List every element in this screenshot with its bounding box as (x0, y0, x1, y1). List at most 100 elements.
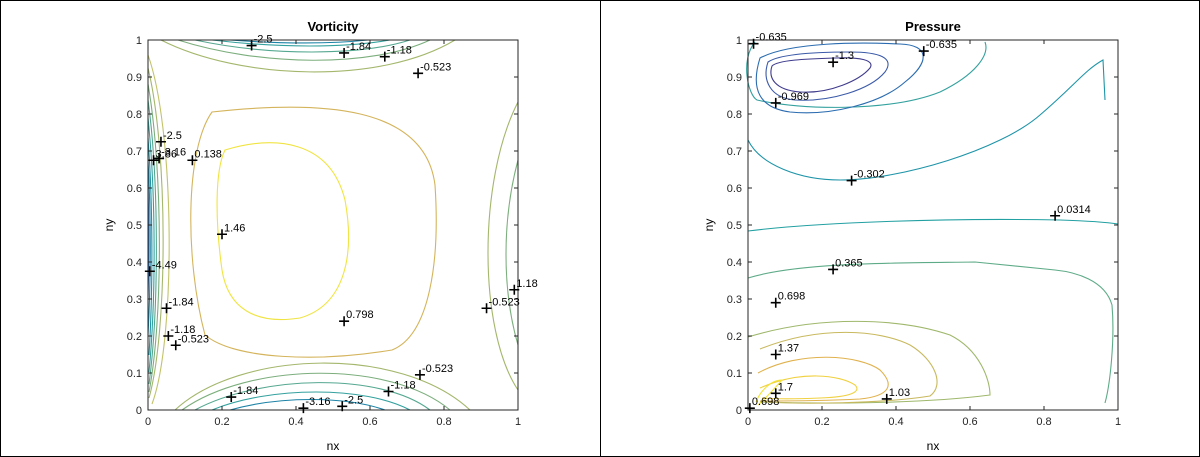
contour-label-marker (770, 97, 781, 108)
contour-label: -0.523 (420, 61, 451, 73)
y-tick-label: 1 (136, 35, 142, 47)
contour-label-marker (881, 393, 892, 404)
contour-label: 3.86 (156, 148, 177, 160)
x-tick-label: 0 (745, 416, 751, 428)
y-tick-label: 0.5 (127, 220, 142, 232)
contour-label-marker (339, 47, 350, 58)
contour-line (147, 99, 157, 385)
contour-label-marker (770, 297, 781, 308)
contour-line (147, 54, 170, 405)
pressure-plot: Pressure 0 0.2 0.4 0.6 0.8 1 0 0.1 0.2 0.3 0.4 0.5 0… (702, 19, 1121, 453)
x-tick-label: 0.2 (814, 416, 829, 428)
y-tick-label: 0.2 (127, 331, 142, 343)
x-tick-label: 0.4 (888, 416, 903, 428)
vorticity-contours (147, 39, 519, 411)
y-tick-label: 0.6 (127, 183, 142, 195)
x-tick-label: 0.4 (288, 416, 303, 428)
vorticity-title: Vorticity (307, 19, 359, 34)
contour-label: -2.5 (254, 34, 273, 46)
contour-label-marker (481, 303, 492, 314)
contour-label-marker (155, 136, 166, 147)
contour-line (194, 382, 431, 411)
y-tick-label: 0 (136, 405, 142, 417)
contour-label-marker (246, 40, 257, 51)
contour-label-marker (379, 51, 390, 62)
pressure-xlabel: nx (927, 439, 940, 453)
contour-label-marker (298, 403, 309, 414)
contour-line (505, 159, 519, 346)
contour-label: 1.7 (778, 381, 793, 393)
y-tick-label: 0.3 (127, 294, 142, 306)
contour-line (190, 106, 437, 358)
contour-line (759, 331, 938, 404)
contour-label: -0.523 (489, 296, 520, 308)
y-tick-label: 0 (736, 405, 742, 417)
contour-line (229, 399, 386, 411)
vorticity-xlabel: nx (327, 439, 340, 453)
contour-label: -1.18 (391, 380, 416, 392)
y-tick-label: 0.9 (727, 72, 742, 84)
contour-label-marker (337, 401, 348, 412)
y-tick-label: 0.4 (127, 257, 142, 269)
contour-label-marker (170, 340, 181, 351)
contour-line (147, 67, 164, 399)
contour-line (181, 372, 451, 411)
contour-label-marker (748, 38, 759, 49)
contour-label-marker (226, 392, 237, 403)
contour-line (147, 137, 153, 356)
contour-label: -0.523 (178, 333, 209, 345)
contour-label: -2.5 (344, 394, 363, 406)
contour-label-marker (828, 264, 839, 275)
contour-label-marker (383, 386, 394, 397)
contour-line (160, 39, 456, 73)
vorticity-plot: Vorticity (102, 19, 538, 453)
contour-line (177, 39, 431, 61)
y-tick-label: 0.1 (727, 368, 742, 380)
contour-label-marker (918, 46, 929, 57)
y-tick-label: 0.4 (727, 257, 742, 269)
y-tick-label: 0.1 (127, 368, 142, 380)
y-tick-label: 0.6 (727, 183, 742, 195)
x-tick-label: 0.6 (962, 416, 977, 428)
pressure-ylabel: ny (702, 219, 716, 232)
contour-label: 0.698 (778, 291, 806, 303)
contour-label-marker (828, 57, 839, 68)
y-tick-label: 0.9 (127, 72, 142, 84)
contour-label: -3.16 (305, 396, 330, 408)
x-tick-label: 0.6 (362, 416, 377, 428)
contour-label: 1.18 (516, 278, 537, 290)
contour-label: -1.18 (170, 324, 195, 336)
contour-label: 1.37 (778, 343, 799, 355)
contour-label-marker (154, 153, 165, 164)
contour-label: 0.698 (752, 396, 780, 408)
vorticity-axes-box (147, 39, 519, 411)
contour-label: -1.84 (346, 41, 371, 53)
contour-line (747, 218, 1119, 232)
contour-line (147, 117, 155, 373)
contour-label: 0.798 (346, 309, 374, 321)
contour-label: 0.365 (835, 257, 863, 269)
contour-line (229, 39, 369, 44)
x-tick-label: 0.2 (214, 416, 229, 428)
contour-label: -0.302 (854, 169, 885, 181)
contour-line (755, 42, 924, 114)
contour-line (487, 101, 519, 391)
contour-line (770, 57, 872, 93)
y-tick-label: 0.2 (727, 331, 742, 343)
pressure-contours (746, 41, 1119, 406)
contour-label-marker (339, 316, 350, 327)
contour-line (747, 261, 1114, 404)
contour-label-marker (148, 155, 159, 166)
x-tick-label: 0.8 (1036, 416, 1051, 428)
y-tick-label: 0.3 (727, 294, 742, 306)
contour-label: -0.635 (926, 39, 957, 51)
contour-line (759, 375, 858, 400)
contour-label: -4.49 (152, 259, 177, 271)
contour-line (174, 362, 471, 411)
contour-label: -1.84 (233, 385, 258, 397)
contour-label-marker (144, 266, 155, 277)
contour-label: 0.138 (194, 148, 222, 160)
pressure-contour-labels: -0.635 -0.635 -1.3 -0.969 -0.302 0.0314 0.365 0… (744, 32, 1091, 414)
contour-label-marker (161, 303, 172, 314)
